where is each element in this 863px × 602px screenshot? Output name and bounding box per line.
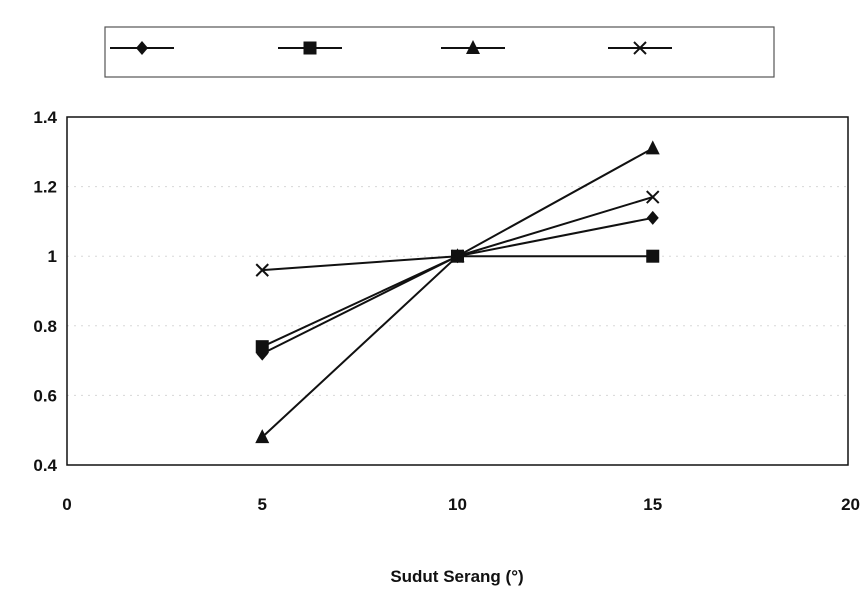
data-point bbox=[645, 140, 660, 155]
x-tick-label: 5 bbox=[258, 495, 267, 514]
legend-box bbox=[104, 26, 775, 78]
series-line bbox=[261, 255, 653, 348]
data-point bbox=[255, 263, 269, 277]
y-tick-label: 0.6 bbox=[33, 386, 57, 405]
x-tick-label: 10 bbox=[448, 495, 467, 514]
series-diamond bbox=[256, 210, 659, 361]
legend-marker bbox=[303, 41, 317, 55]
legend-item-triangle bbox=[441, 40, 505, 54]
plot-area bbox=[66, 116, 849, 466]
legend-marker bbox=[633, 41, 647, 55]
legend-item-x bbox=[608, 41, 672, 55]
series-x bbox=[255, 190, 660, 277]
series-group bbox=[255, 140, 660, 444]
data-point bbox=[646, 249, 660, 263]
legend-item-diamond bbox=[110, 41, 174, 55]
x-tick-label: 15 bbox=[643, 495, 662, 514]
legend bbox=[104, 26, 775, 78]
legend-marker bbox=[466, 40, 480, 54]
x-tick-label: 0 bbox=[62, 495, 71, 514]
grid bbox=[67, 186, 848, 396]
y-tick-label: 1.4 bbox=[33, 108, 57, 127]
y-tick-label: 0.8 bbox=[33, 317, 57, 336]
series-line bbox=[261, 147, 654, 438]
legend-marker bbox=[136, 41, 148, 55]
data-point bbox=[646, 210, 659, 225]
series-line bbox=[261, 216, 653, 355]
x-axis-title: Sudut Serang (°) bbox=[390, 567, 523, 586]
data-point bbox=[450, 249, 465, 263]
axis-ticks: 0.4 0.6 0.8 1 1.2 1.4 0 5 10 15 20 bbox=[33, 108, 860, 514]
data-point bbox=[255, 340, 269, 354]
series-square bbox=[255, 249, 660, 354]
series-triangle bbox=[255, 140, 660, 444]
y-tick-label: 1.2 bbox=[33, 178, 57, 197]
x-tick-label: 20 bbox=[841, 495, 860, 514]
data-point bbox=[255, 429, 270, 444]
y-tick-label: 0.4 bbox=[33, 456, 57, 475]
data-point bbox=[646, 190, 660, 204]
legend-item-square bbox=[278, 41, 342, 55]
y-tick-label: 1 bbox=[48, 247, 57, 266]
